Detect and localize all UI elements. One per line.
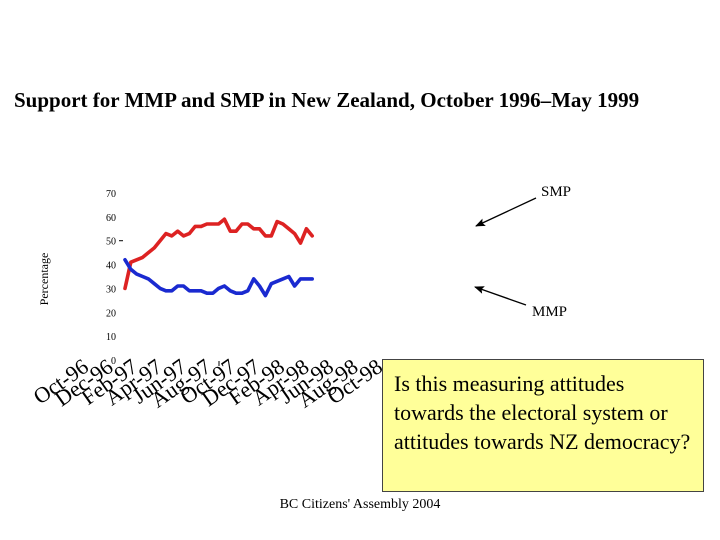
y-tick-label: 70 [106,189,116,200]
annotation-mmp-label: MMP [532,304,567,320]
annotation-group: SMP MMP [474,184,571,320]
x-axis: Oct-96Dec-96Feb-97Apr-97Jun-97Aug-97Oct-… [28,354,386,413]
annotation-mmp-arrow [474,286,527,306]
y-tick-label: 20 [106,308,116,319]
annotation-smp-arrow [475,197,537,227]
y-tick-label: 30 [106,284,116,295]
annotation-smp-label: SMP [541,184,571,200]
y-tick-label: 10 [106,332,116,343]
y-tick-label: 40 [106,261,116,272]
chart-title: Support for MMP and SMP in New Zealand, … [14,88,640,112]
footer-credit: BC Citizens' Assembly 2004 [279,497,441,512]
y-tick-label: 60 [106,213,116,224]
series-line-smp [123,217,315,291]
series-group [123,217,315,298]
series-line-mmp [123,257,315,298]
callout-box: Is this measuring attitudes towards the … [382,359,704,492]
y-tick-label: 50 [106,237,116,248]
x-tick-label: Oct-98 [322,354,386,410]
y-tick-label: 0 [111,356,116,367]
y-axis-label: Percentage [37,253,51,306]
